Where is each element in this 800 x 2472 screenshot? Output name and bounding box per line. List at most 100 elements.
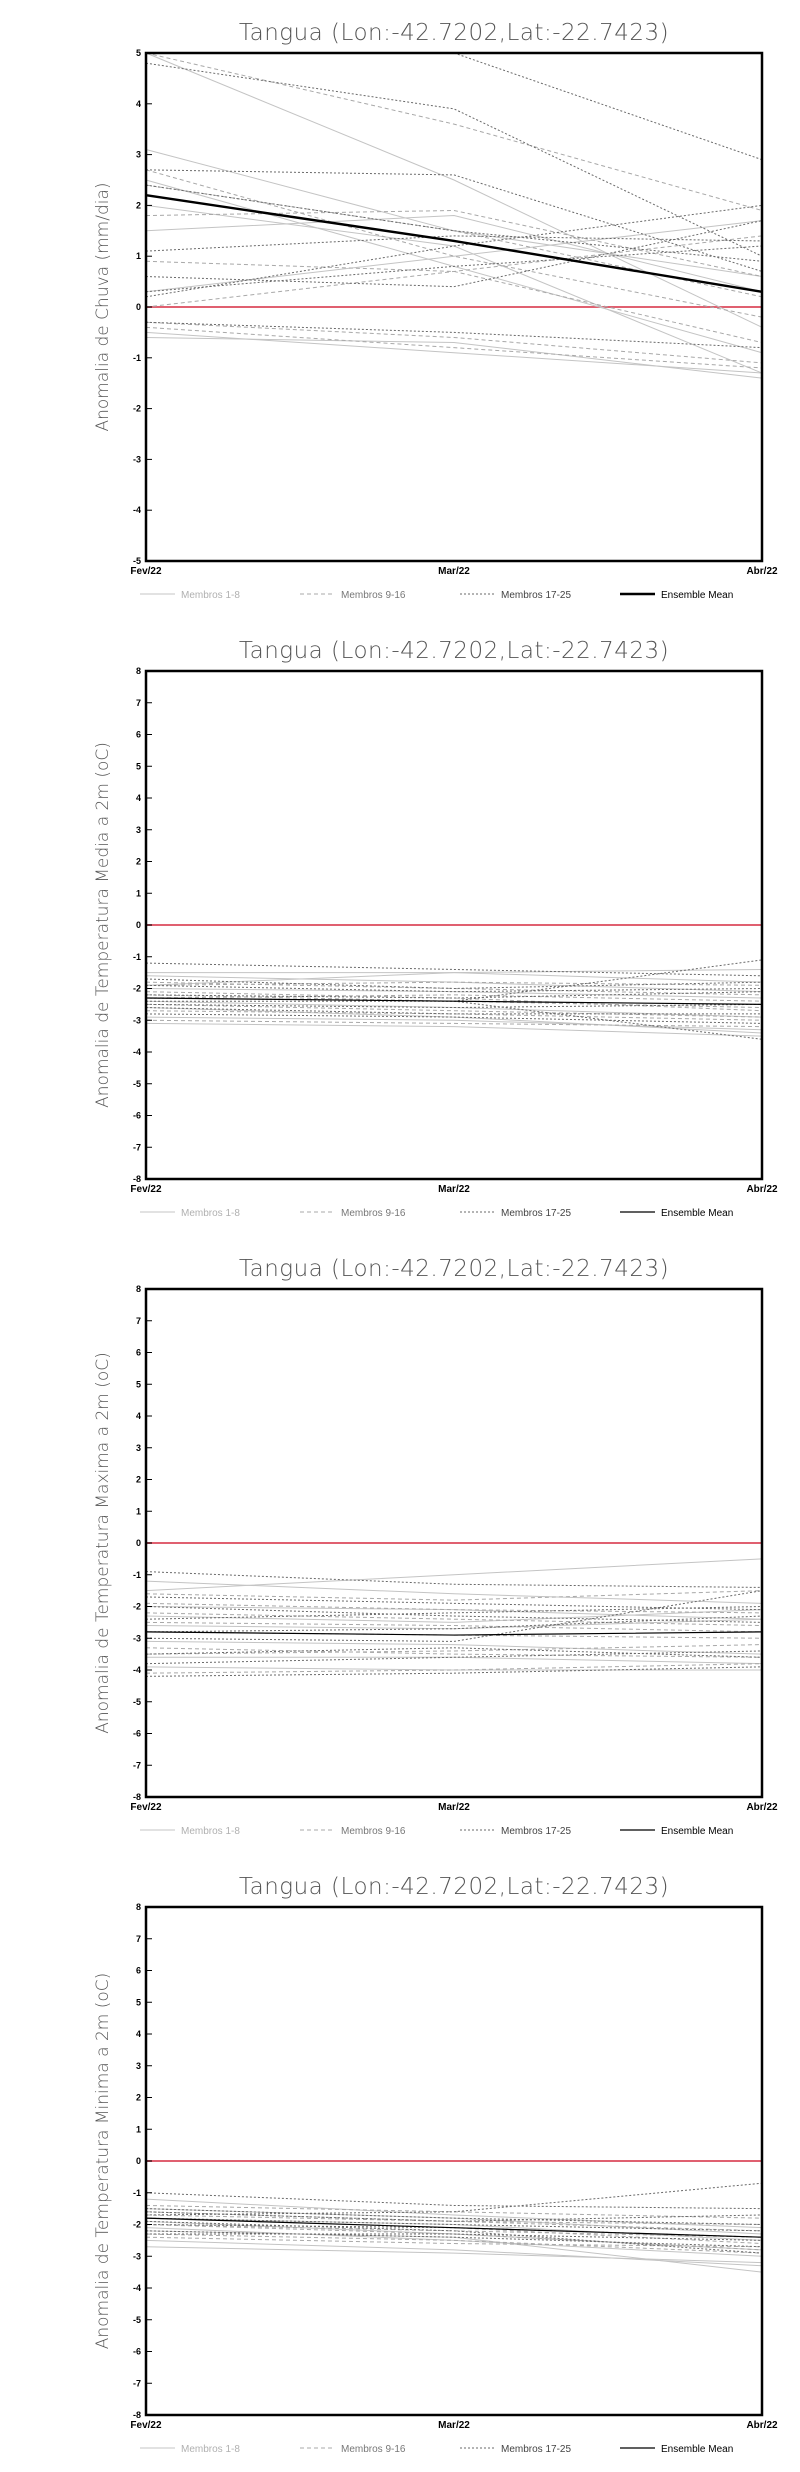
ensemble-mean-line — [145, 194, 763, 293]
y-tick-label: 8 — [136, 1284, 141, 1294]
x-tick-label: Mar/22 — [438, 1802, 470, 1813]
member-line-g3-7 — [145, 1615, 763, 1633]
y-tick-label: -2 — [133, 2220, 141, 2230]
y-tick-label: -4 — [133, 1665, 141, 1675]
member-line-g1-3 — [145, 1016, 763, 1031]
member-line-g3-1 — [145, 2192, 763, 2210]
chart-panel-4: Tangua (Lon:-42.7202,Lat:-22.7423) Anomal… — [0, 1854, 800, 2472]
member-line-g1-4 — [145, 1618, 763, 1630]
member-line-g3-5 — [145, 2208, 763, 2225]
y-tick-label: -3 — [133, 1633, 141, 1643]
y-tick-label: -4 — [133, 1047, 141, 1057]
member-line-g1-7 — [145, 1640, 763, 1655]
x-tick-label: Fev/22 — [130, 566, 162, 577]
member-line-g3-9 — [145, 245, 763, 293]
y-tick-label: 6 — [136, 730, 141, 740]
member-line-g1-7 — [145, 336, 763, 379]
y-tick-label: -8 — [133, 1174, 141, 1184]
chart-panel-3: Tangua (Lon:-42.7202,Lat:-22.7423) Anomal… — [0, 1236, 800, 1854]
y-tick-label: 1 — [136, 2124, 141, 2134]
y-tick-label: -3 — [133, 454, 141, 464]
y-tick-label: 6 — [136, 1348, 141, 1358]
member-line-g1-6 — [145, 1022, 763, 1037]
y-tick-label: 2 — [136, 2093, 141, 2103]
legend-label: Membros 1-8 — [181, 1208, 240, 1219]
y-tick-label: -2 — [133, 1602, 141, 1612]
y-tick-label: 5 — [136, 48, 141, 58]
y-tick-label: 7 — [136, 1934, 141, 1944]
member-line-g2-5 — [145, 1621, 763, 1633]
member-line-g1-8 — [145, 2227, 763, 2257]
y-tick-label: -5 — [133, 556, 141, 566]
member-line-g2-5 — [145, 209, 763, 278]
y-tick-label: 0 — [136, 2156, 141, 2166]
member-line-g3-5 — [145, 1666, 763, 1677]
y-tick-label: -8 — [133, 1792, 141, 1802]
member-line-g2-6 — [145, 1590, 763, 1601]
x-tick-label: Abr/22 — [746, 1184, 778, 1195]
chart-panel-1: Tangua (Lon:-42.7202,Lat:-22.7423) Anomal… — [0, 0, 800, 618]
y-tick-label: 3 — [136, 2061, 141, 2071]
member-line-g3-4 — [145, 984, 763, 993]
y-tick-label: -7 — [133, 2378, 141, 2388]
member-line-g3-6 — [145, 321, 763, 349]
y-tick-label: -4 — [133, 2283, 141, 2293]
member-line-g2-7 — [145, 2214, 763, 2232]
y-tick-label: 3 — [136, 1443, 141, 1453]
member-line-g2-3 — [145, 2233, 763, 2254]
legend-label: Ensemble Mean — [661, 590, 733, 601]
y-tick-label: -6 — [133, 1729, 141, 1739]
member-line-g3-1 — [146, 52, 763, 161]
y-axis-label: Anomalia de Temperatura Minima a 2m (oC) — [93, 1973, 113, 2350]
y-tick-label: 0 — [136, 1538, 141, 1548]
chart-svg: Tangua (Lon:-42.7202,Lat:-22.7423) Anomal… — [93, 1874, 778, 2455]
y-tick-label: 1 — [136, 888, 141, 898]
x-tick-label: Mar/22 — [438, 1184, 470, 1195]
member-line-g2-6 — [145, 235, 763, 308]
member-line-g3-4 — [145, 1647, 763, 1658]
member-line-g1-8 — [145, 968, 763, 986]
legend-label: Membros 17-25 — [501, 1208, 571, 1219]
y-tick-label: 3 — [136, 825, 141, 835]
legend-label: Membros 17-25 — [501, 2444, 571, 2455]
member-line-g2-4 — [145, 321, 763, 364]
member-line-g2-4 — [145, 1019, 763, 1028]
member-line-g1-1 — [145, 2198, 763, 2229]
member-line-g3-7 — [145, 991, 763, 999]
chart-title: Tangua (Lon:-42.7202,Lat:-22.7423) — [239, 20, 669, 46]
member-line-g3-8 — [145, 978, 763, 990]
y-tick-label: 4 — [136, 2029, 141, 2039]
x-tick-label: Fev/22 — [130, 1184, 162, 1195]
legend-label: Membros 17-25 — [501, 1826, 571, 1837]
y-tick-label: 4 — [136, 99, 141, 109]
member-line-g2-2 — [145, 260, 763, 344]
y-tick-label: -1 — [133, 2188, 141, 2198]
legend-label: Membros 1-8 — [181, 590, 240, 601]
y-tick-label: -3 — [133, 2251, 141, 2261]
x-tick-label: Mar/22 — [438, 566, 470, 577]
y-tick-label: -5 — [133, 2315, 141, 2325]
member-line-g1-1 — [145, 149, 763, 278]
y-tick-label: 6 — [136, 1966, 141, 1976]
y-tick-label: -2 — [133, 404, 141, 414]
chart-svg: Tangua (Lon:-42.7202,Lat:-22.7423) Anomal… — [93, 1256, 778, 1837]
member-line-g3-3 — [145, 62, 763, 257]
member-line-g3-2 — [145, 2182, 763, 2216]
y-tick-label: 5 — [136, 761, 141, 771]
member-line-g1-4 — [145, 331, 763, 374]
x-tick-label: Abr/22 — [746, 1802, 778, 1813]
y-tick-label: -8 — [133, 2410, 141, 2420]
legend-label: Membros 9-16 — [341, 590, 406, 601]
member-line-g2-1 — [145, 52, 763, 211]
y-tick-label: -6 — [133, 2347, 141, 2357]
y-tick-label: 5 — [136, 1997, 141, 2007]
member-line-g3-9 — [145, 1606, 763, 1620]
legend-label: Membros 9-16 — [341, 1826, 406, 1837]
y-axis-label: Anomalia de Temperatura Media a 2m (oC) — [93, 742, 113, 1108]
chart-title: Tangua (Lon:-42.7202,Lat:-22.7423) — [239, 638, 669, 664]
member-line-g3-6 — [145, 1013, 763, 1024]
legend-label: Membros 9-16 — [341, 2444, 406, 2455]
member-line-g3-6 — [145, 1596, 763, 1611]
ensemble-mean-line — [145, 1631, 763, 1636]
member-line-g2-3 — [145, 1010, 763, 1021]
